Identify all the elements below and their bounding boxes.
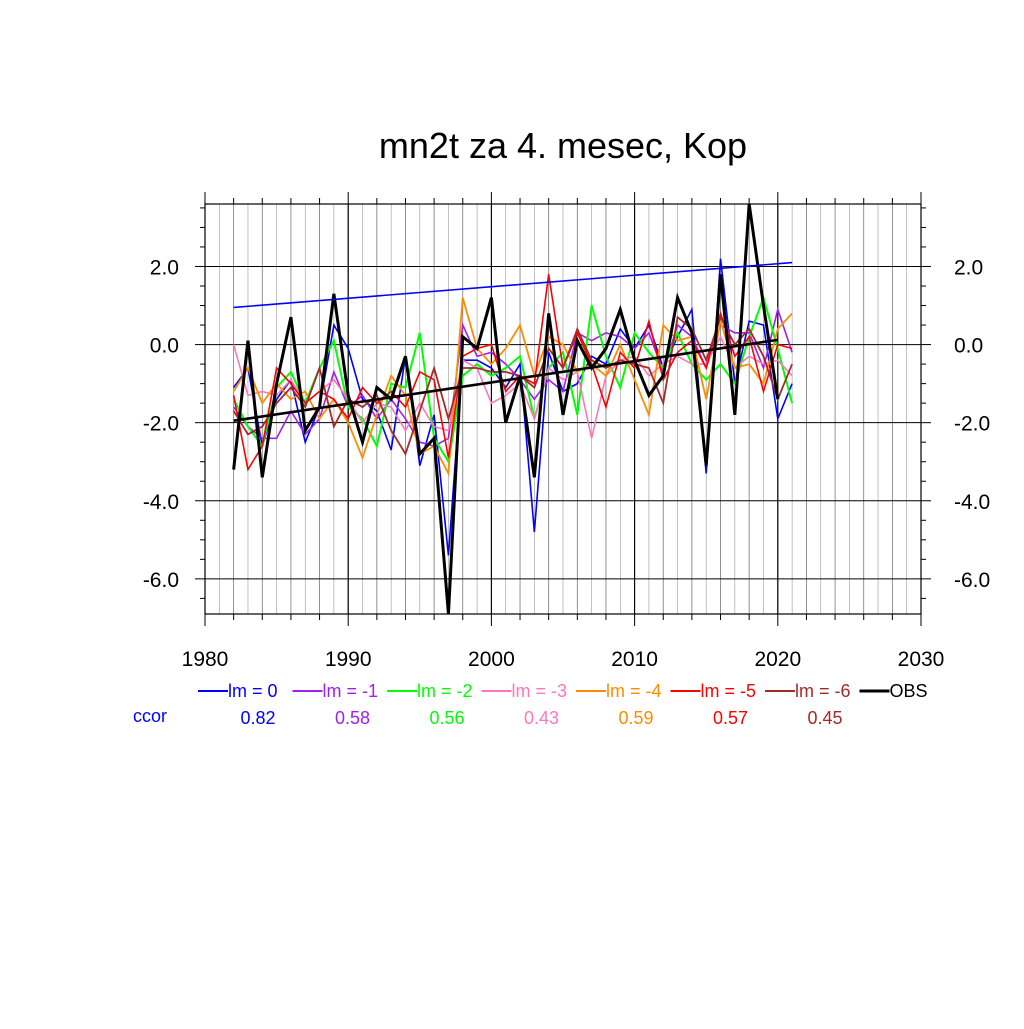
legend-label-2: lm = -2 <box>417 681 473 701</box>
trend-line-0 <box>233 261 793 309</box>
y-tick-label-left: -4.0 <box>143 491 179 514</box>
y-tick-label-left: 0.0 <box>150 335 179 358</box>
legend-ccor-value-4: 0.59 <box>618 708 653 728</box>
legend-label-3: lm = -3 <box>512 681 568 701</box>
series-line-7 <box>232 203 780 615</box>
plot-frame <box>204 203 922 615</box>
legend-ccor-value-6: 0.45 <box>807 708 842 728</box>
legend-label-1: lm = -1 <box>323 681 379 701</box>
series-line-4 <box>232 297 793 477</box>
legend-ccor-value-5: 0.57 <box>713 708 748 728</box>
legend-label-7: OBS <box>890 681 928 701</box>
y-tick-label-right: 0.0 <box>954 335 983 358</box>
x-tick-label: 2030 <box>898 648 945 671</box>
x-tick-label: 1980 <box>182 648 229 671</box>
y-tick-label-left: -6.0 <box>143 569 179 592</box>
y-tick-label-right: -6.0 <box>954 569 990 592</box>
chart-title: mn2t za 4. mesec, Kop <box>379 125 747 166</box>
series-line-6 <box>232 314 793 457</box>
series-layer <box>232 203 794 615</box>
y-tick-label-right: -2.0 <box>954 413 990 436</box>
x-tick-label: 1990 <box>325 648 372 671</box>
legend-label-0: lm = 0 <box>228 681 278 701</box>
x-tick-label: 2010 <box>611 648 658 671</box>
y-tick-label-right: 2.0 <box>954 256 983 279</box>
axis-label-layer: 2.0 2.0 0.0 0.0 -2.0 -2.0 -4.0 -4.0 -6.0 -6.0 1980… <box>143 256 990 671</box>
legend-label-5: lm = -5 <box>701 681 757 701</box>
frame-layer <box>195 192 931 626</box>
x-tick-label: 2020 <box>754 648 801 671</box>
legend-label-4: lm = -4 <box>606 681 662 701</box>
y-tick-label-right: -4.0 <box>954 491 990 514</box>
y-tick-label-left: 2.0 <box>150 256 179 279</box>
y-tick-label-left: -2.0 <box>143 413 179 436</box>
legend-ccor-value-2: 0.56 <box>429 708 464 728</box>
legend-layer: lm = 0 0.82 lm = -1 0.58 lm = -2 0.56 lm = -3 0… <box>133 681 928 728</box>
trend-line-1 <box>233 338 778 423</box>
x-tick-label: 2000 <box>468 648 515 671</box>
legend-ccor-value-0: 0.82 <box>240 708 275 728</box>
legend-ccor-value-3: 0.43 <box>524 708 559 728</box>
legend-ccor-value-1: 0.58 <box>335 708 370 728</box>
legend-label-6: lm = -6 <box>795 681 851 701</box>
legend-ccor-label: ccor <box>133 706 167 726</box>
